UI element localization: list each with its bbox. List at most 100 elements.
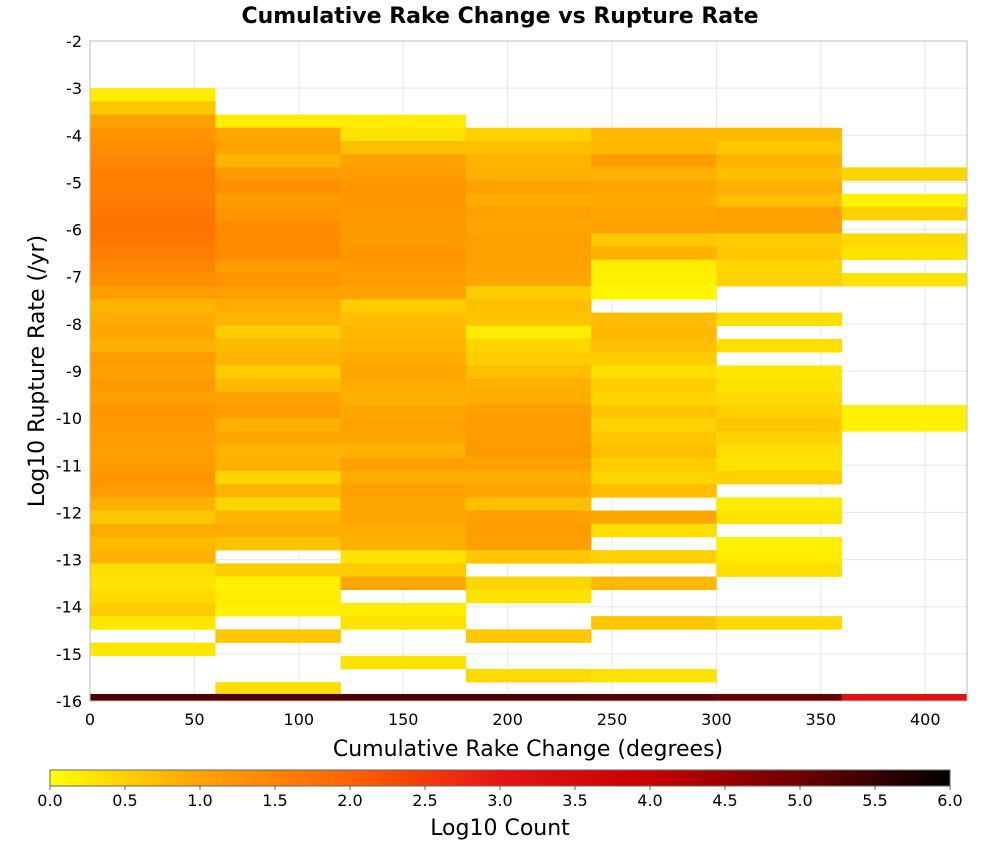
heatmap-cell [465,312,592,327]
heatmap-cell [465,338,592,353]
heatmap-cell [215,497,341,511]
heatmap-cell [215,378,341,393]
heatmap-cell [90,589,216,604]
heatmap-cell [340,655,467,670]
heatmap-cell [90,523,216,538]
heatmap-cell [465,589,592,604]
heatmap-cell [716,312,843,327]
heatmap-cell [215,682,341,696]
x-tick-label: 250 [597,710,628,729]
y-tick-label: -13 [56,551,82,570]
heatmap-cell [340,352,467,366]
heatmap-cell [591,431,717,445]
heatmap-cell [90,431,216,445]
colorbar-tick-label: 1.5 [262,791,287,810]
heatmap-cell [465,444,592,459]
heatmap-cell [591,220,717,234]
heatmap-cell [215,352,341,366]
x-tick-label: 50 [184,710,204,729]
heatmap-cell [841,193,968,208]
heatmap-cell [465,510,592,525]
heatmap-cell [90,378,216,393]
heatmap-cell [215,246,341,261]
heatmap-cell [716,127,843,142]
heatmap-cell [215,154,341,168]
heatmap-cell [215,602,341,617]
heatmap-cell [841,233,968,247]
heatmap-cell [90,206,216,221]
heatmap-cell [591,180,717,195]
heatmap-cell [465,259,592,274]
heatmap-cell [591,193,717,208]
heatmap-cell [340,378,467,393]
heatmap-cell [716,272,843,287]
heatmap-cell [465,140,592,155]
heatmap-cell [215,193,341,208]
heatmap-cell [215,365,341,379]
x-tick-label: 200 [492,710,523,729]
heatmap-cell [90,299,216,313]
heatmap-cell [716,338,843,353]
y-axis-label: Log10 Rupture Rate (/yr) [25,235,50,507]
heatmap-cell [591,391,717,406]
heatmap-cell [591,154,717,168]
y-tick-label: -4 [66,126,82,145]
heatmap-cell [465,629,592,643]
heatmap-cell [215,444,341,459]
heatmap-cell [591,404,717,419]
colorbar-tick-label: 4.0 [637,791,662,810]
heatmap-cell [465,325,592,340]
y-tick-label: -8 [66,315,82,334]
heatmap-cell [215,431,341,445]
heatmap-cell [465,536,592,551]
heatmap-cell [340,563,467,577]
heatmap-cell [716,246,843,261]
heatmap-cell [465,523,592,538]
heatmap-cell [90,391,216,406]
heatmap-cell [215,484,341,498]
heatmap-cell [215,470,341,485]
heatmap-cell [716,140,843,155]
x-tick-label: 400 [910,710,941,729]
heatmap-cell [340,510,467,525]
heatmap-cell [591,550,717,564]
heatmap-cell [340,206,467,221]
heatmap-cell [465,693,592,701]
y-tick-label: -12 [56,503,82,522]
heatmap-cell [90,616,216,630]
heatmap-cell [340,497,467,511]
heatmap-cell [90,127,216,142]
heatmap-cell [340,299,467,313]
heatmap-cell [90,167,216,181]
heatmap-cell [90,338,216,353]
plot-frame [89,40,968,702]
heatmap-cell [340,602,467,617]
heatmap-cell [841,167,968,181]
heatmap-cell [591,127,717,142]
heatmap-cell [340,523,467,538]
heatmap-cell [716,563,843,577]
heatmap-cell [591,510,717,525]
heatmap-cell [340,180,467,195]
colorbar-tick-label: 1.0 [187,791,212,810]
heatmap-cell [591,616,717,630]
heatmap-cell [591,444,717,459]
colorbar-tick-label: 0.0 [37,791,62,810]
heatmap-cell [465,272,592,287]
heatmap-cell [90,325,216,340]
heatmap-cell [716,457,843,472]
x-axis-ticks: 0 50 100 150 200 250 300 350 400 [85,710,941,729]
heatmap-cell [90,563,216,577]
heatmap-cell [716,497,843,511]
heatmap-cell [465,286,592,300]
y-tick-label: -16 [56,692,82,711]
heatmap-cell [591,378,717,393]
heatmap-cell [215,510,341,525]
colorbar-ticks: 0.0 0.5 1.0 1.5 2.0 2.5 3.0 3.5 4.0 4.5 5.0 5.5 6.0 [37,786,963,810]
heatmap-cell [465,576,592,591]
heatmap-cell [215,167,341,181]
heatmap-cell [215,457,341,472]
heatmap-cell [716,431,843,445]
y-tick-label: -9 [66,362,82,381]
heatmap-cell [340,457,467,472]
